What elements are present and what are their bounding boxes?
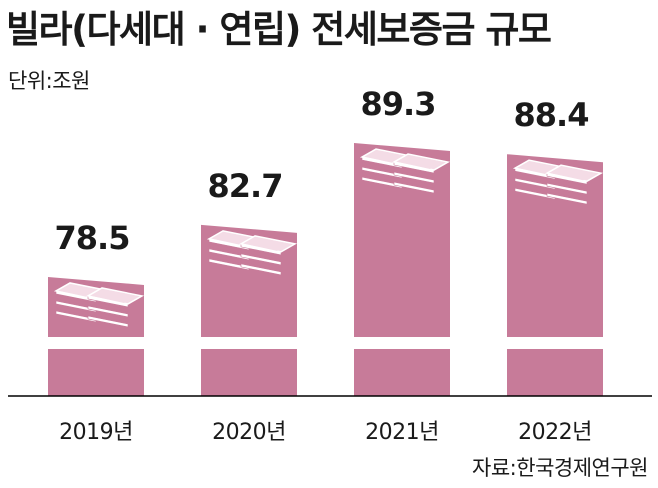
axis-break-band: [200, 337, 298, 349]
bar-group: 89.3 2021년: [353, 85, 451, 445]
bill-stack-icon: [53, 282, 113, 323]
x-tick-label: 2019년: [59, 420, 133, 445]
data-label: 82.7: [208, 167, 283, 205]
data-label: 88.4: [514, 96, 589, 134]
x-tick-label: 2020년: [212, 420, 286, 445]
bill-stack-icon: [544, 164, 604, 205]
data-label: 78.5: [55, 219, 130, 257]
unit-label: 단위:조원: [8, 69, 90, 93]
bar-group: 82.7 2020년: [200, 167, 298, 445]
source-label: 자료:한국경제연구원: [472, 456, 648, 480]
bill-stack-icon: [85, 287, 145, 328]
bar-group: 88.4 2022년: [506, 96, 604, 445]
x-tick-label: 2021년: [365, 420, 439, 445]
x-tick-label: 2022년: [518, 420, 592, 445]
bar: [507, 154, 603, 396]
axis-break-band: [47, 337, 145, 349]
bar-group: 78.5 2019년: [47, 219, 145, 445]
axis-break-band: [506, 337, 604, 349]
bill-stack-icon: [391, 153, 451, 194]
bar: [354, 143, 450, 396]
bill-stack-icon: [238, 235, 298, 276]
data-label: 89.3: [361, 85, 436, 123]
chart-title: 빌라(다세대 · 연립) 전세보증금 규모: [6, 8, 552, 51]
axis-break-band: [353, 337, 451, 349]
